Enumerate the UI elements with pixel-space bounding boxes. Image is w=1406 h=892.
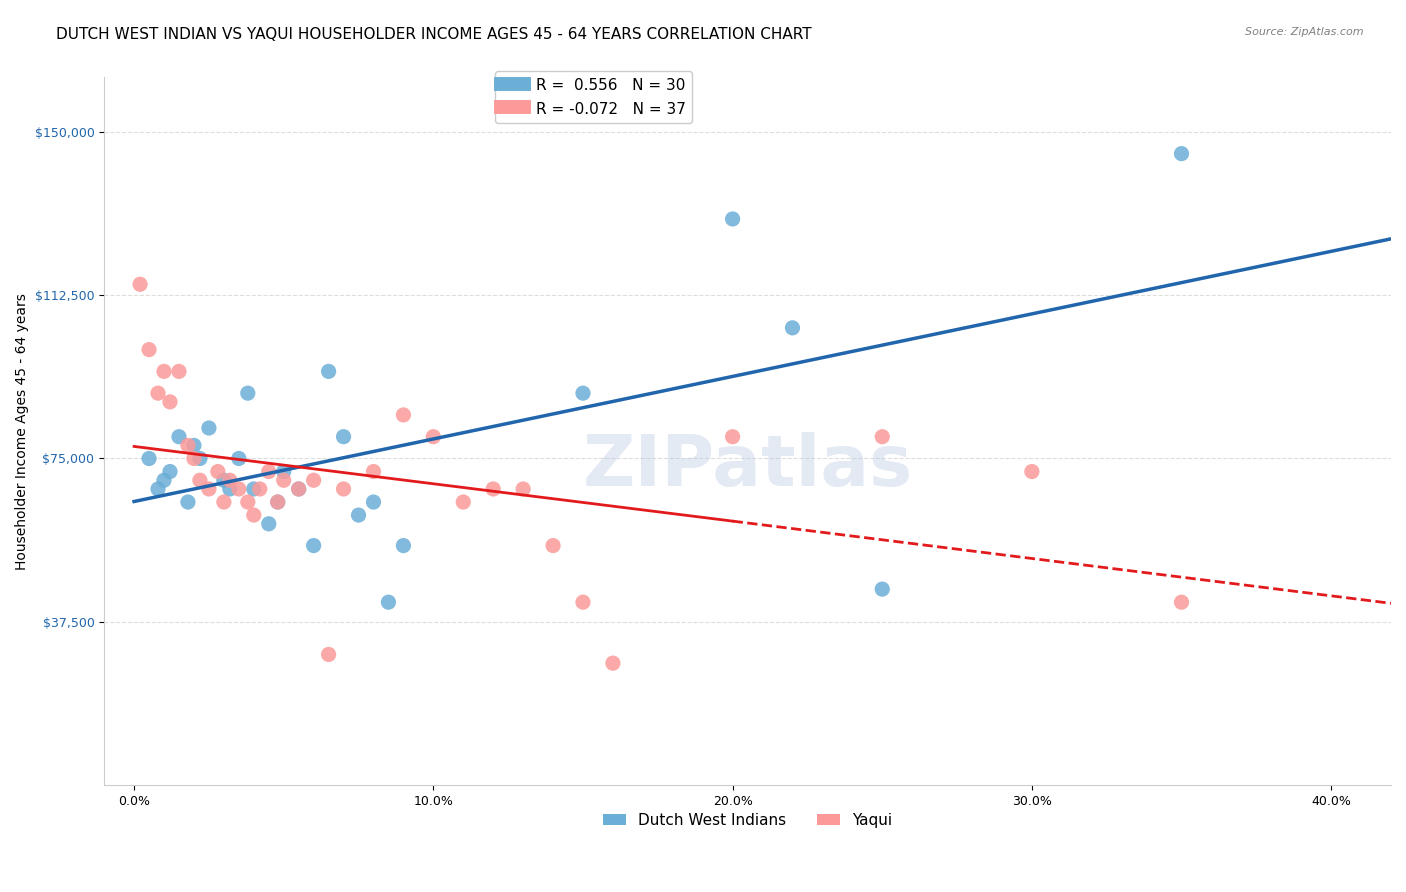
Point — [273, 465, 295, 479]
Point — [188, 473, 211, 487]
Point — [302, 473, 325, 487]
Point — [392, 539, 415, 553]
Point — [177, 495, 200, 509]
Point — [782, 321, 804, 335]
Point — [228, 451, 250, 466]
Point — [159, 465, 181, 479]
Point — [392, 408, 415, 422]
Point — [153, 473, 176, 487]
Point — [129, 277, 152, 292]
Point — [572, 595, 595, 609]
Point — [422, 430, 444, 444]
Point — [138, 451, 160, 466]
Point — [363, 495, 385, 509]
Legend: Dutch West Indians, Yaqui: Dutch West Indians, Yaqui — [598, 807, 898, 834]
Point — [146, 482, 169, 496]
Point — [332, 430, 354, 444]
Point — [332, 482, 354, 496]
Point — [212, 473, 235, 487]
Point — [302, 539, 325, 553]
Point — [602, 656, 624, 670]
Point — [228, 482, 250, 496]
Point — [347, 508, 370, 522]
Point — [249, 482, 271, 496]
Point — [287, 482, 309, 496]
Point — [870, 430, 893, 444]
Point — [218, 473, 240, 487]
Point — [146, 386, 169, 401]
Point — [159, 395, 181, 409]
Point — [167, 430, 190, 444]
Point — [1021, 465, 1043, 479]
Point — [218, 482, 240, 496]
Point — [177, 438, 200, 452]
Point — [198, 482, 221, 496]
Point — [257, 516, 280, 531]
Point — [451, 495, 474, 509]
Point — [207, 465, 229, 479]
Point — [273, 473, 295, 487]
Point — [363, 465, 385, 479]
Point — [377, 595, 399, 609]
Point — [267, 495, 290, 509]
Point — [721, 430, 744, 444]
Point — [870, 582, 893, 596]
Point — [183, 451, 205, 466]
Point — [236, 495, 259, 509]
Point — [138, 343, 160, 357]
Point — [198, 421, 221, 435]
Point — [167, 364, 190, 378]
Point — [257, 465, 280, 479]
Point — [243, 482, 266, 496]
Point — [1170, 146, 1192, 161]
Point — [541, 539, 564, 553]
Point — [212, 495, 235, 509]
Point — [572, 386, 595, 401]
Point — [318, 364, 340, 378]
Text: Source: ZipAtlas.com: Source: ZipAtlas.com — [1246, 27, 1364, 37]
Point — [183, 438, 205, 452]
Point — [188, 451, 211, 466]
Text: ZIPatlas: ZIPatlas — [582, 432, 912, 501]
Text: DUTCH WEST INDIAN VS YAQUI HOUSEHOLDER INCOME AGES 45 - 64 YEARS CORRELATION CHA: DUTCH WEST INDIAN VS YAQUI HOUSEHOLDER I… — [56, 27, 811, 42]
Point — [287, 482, 309, 496]
Point — [243, 508, 266, 522]
Point — [267, 495, 290, 509]
Point — [512, 482, 534, 496]
Point — [1170, 595, 1192, 609]
Point — [721, 211, 744, 226]
Point — [153, 364, 176, 378]
Point — [236, 386, 259, 401]
Point — [318, 648, 340, 662]
Point — [482, 482, 505, 496]
Y-axis label: Householder Income Ages 45 - 64 years: Householder Income Ages 45 - 64 years — [15, 293, 30, 570]
